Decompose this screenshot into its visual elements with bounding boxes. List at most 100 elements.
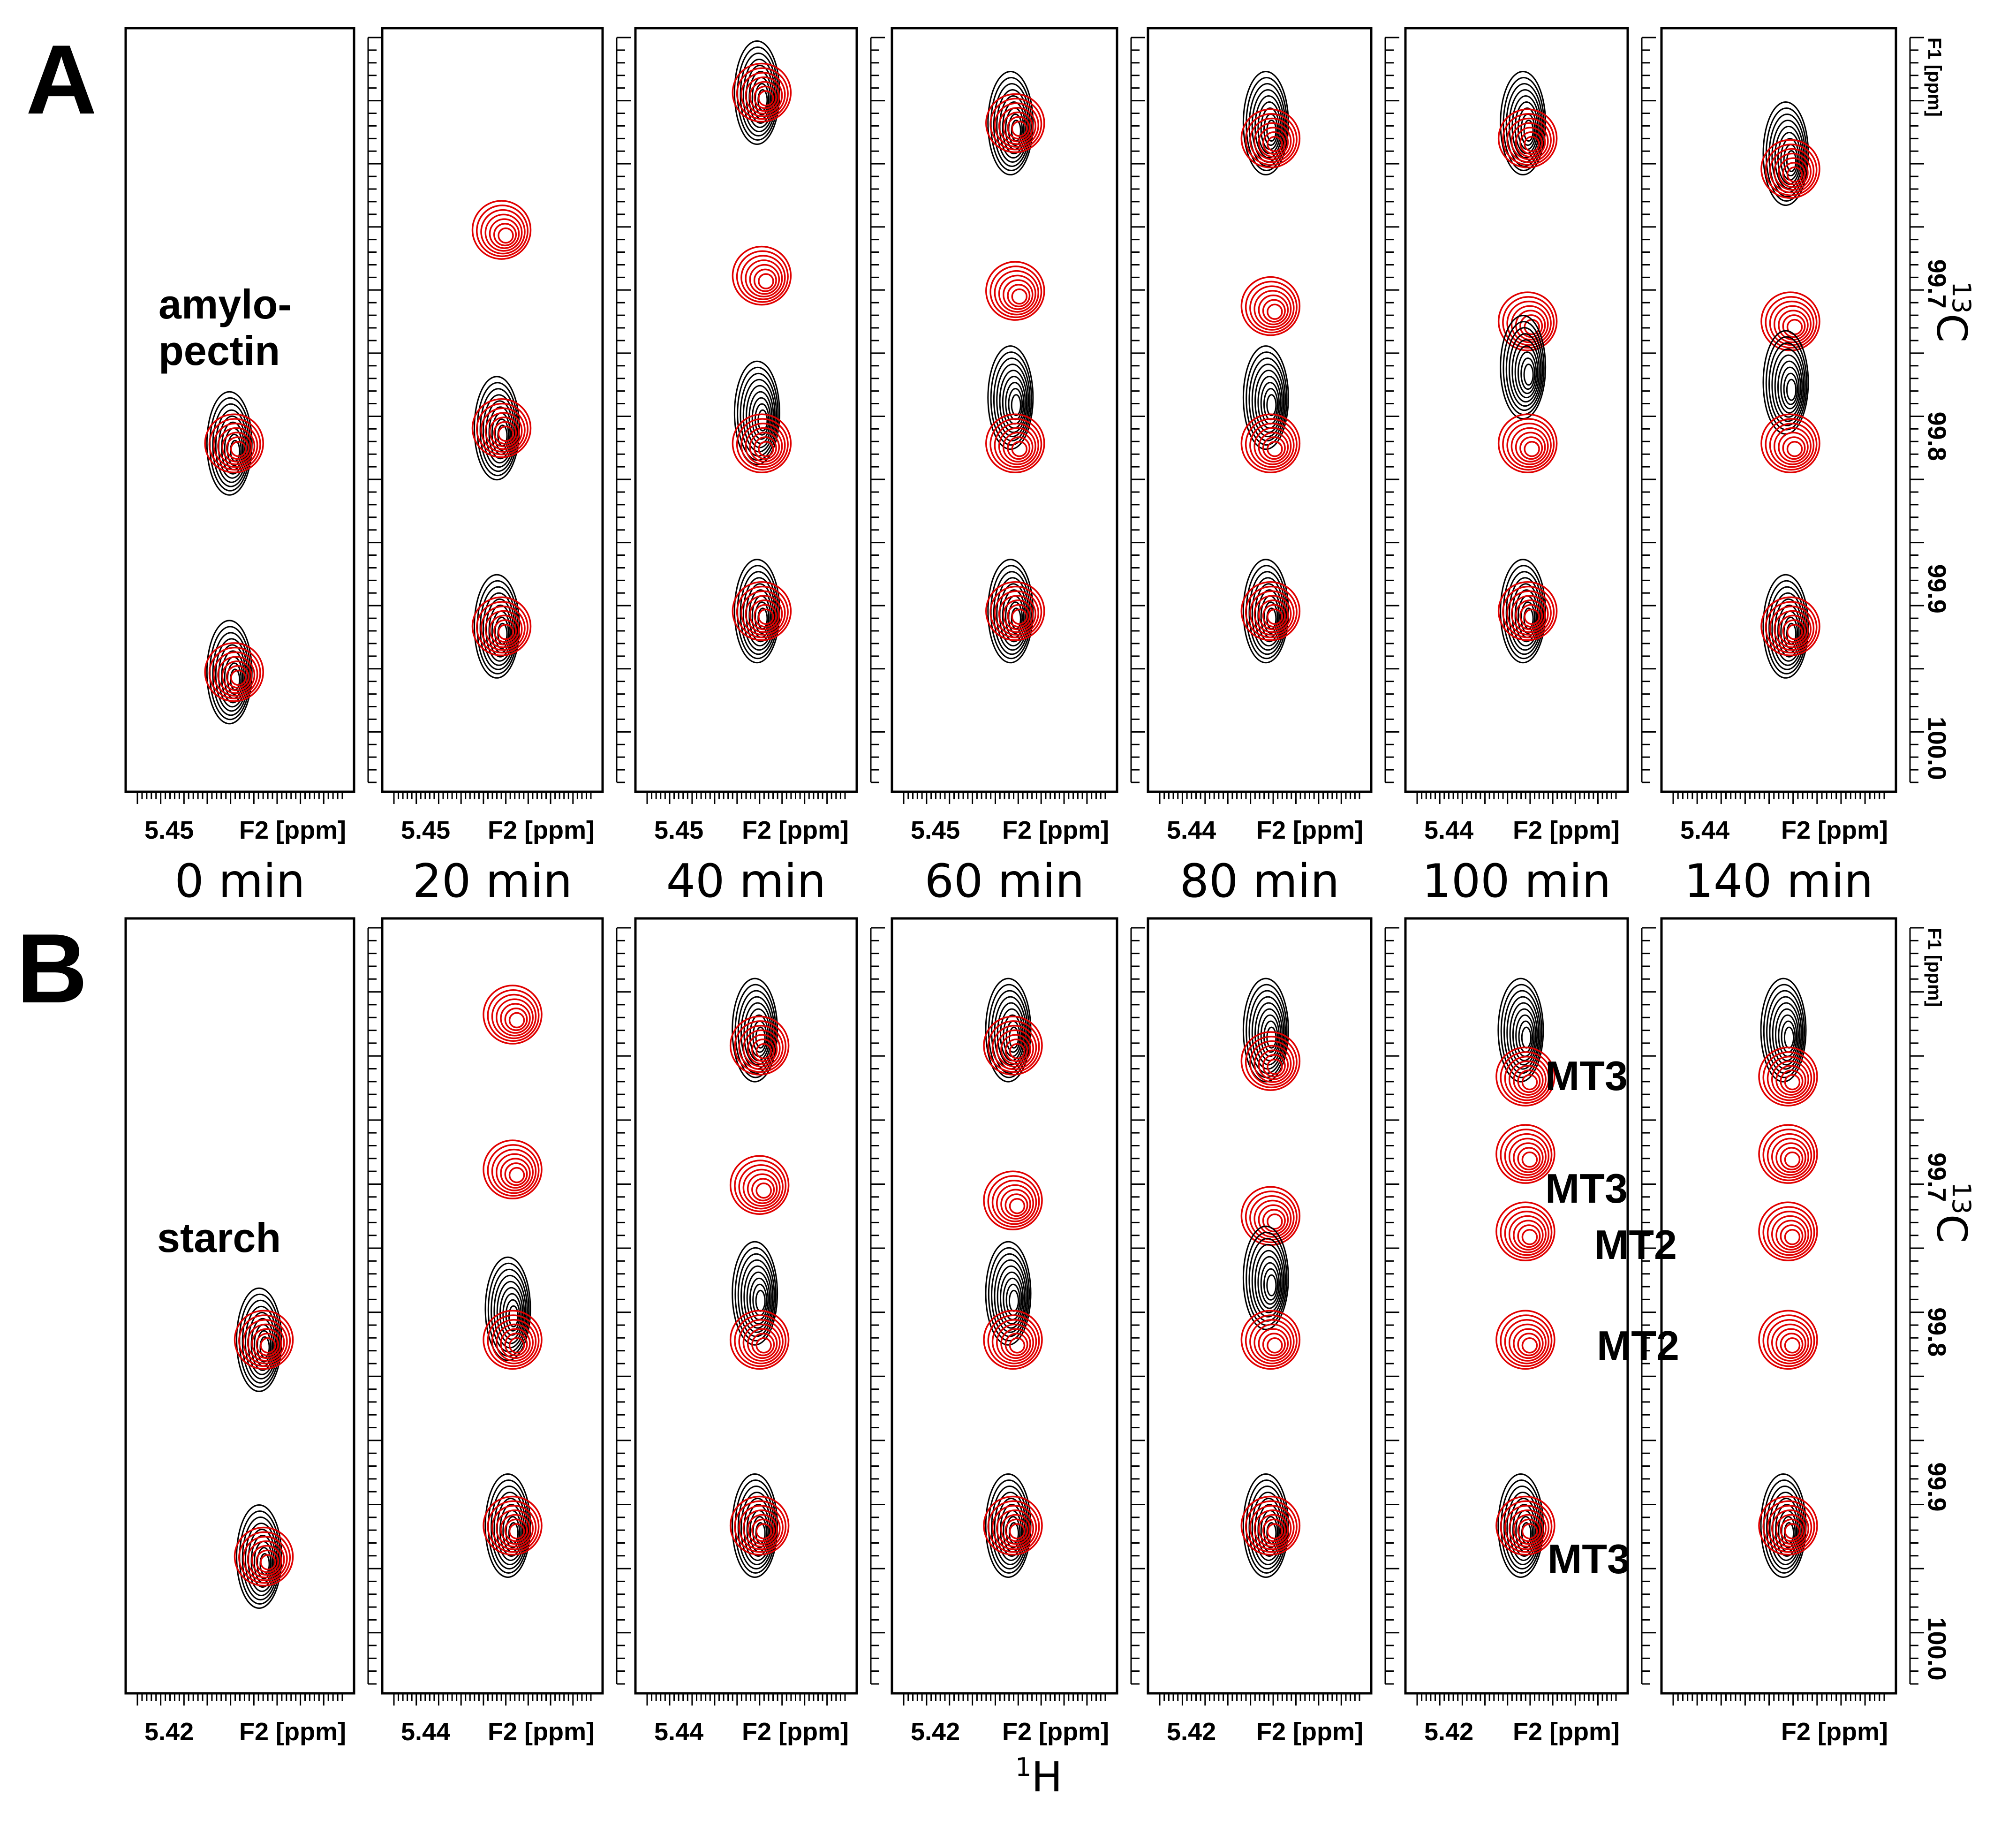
annotation-mt2-upper: MT2 — [1594, 1221, 1677, 1268]
contour-line — [226, 436, 249, 460]
time-label: 140 min — [1684, 855, 1873, 908]
contour-line — [994, 270, 1040, 316]
contour-line — [751, 1178, 775, 1202]
contour-line — [1267, 136, 1283, 152]
contour-line — [1508, 1509, 1547, 1547]
contour-line — [1771, 1137, 1809, 1176]
contour-line — [1249, 285, 1295, 331]
contour-line — [1242, 345, 1289, 450]
contour-line — [1254, 1250, 1283, 1313]
contour-line — [1267, 1523, 1283, 1539]
contour-line — [1760, 139, 1820, 199]
contour-line — [471, 596, 532, 657]
contour-line — [504, 1333, 528, 1357]
contour-line — [500, 1003, 531, 1034]
y-axis-symbol-b: C — [1927, 1214, 1976, 1243]
contour-line — [1253, 1509, 1292, 1547]
contour-line — [1266, 394, 1277, 417]
contour-line — [753, 604, 777, 628]
contour-line — [1262, 131, 1286, 155]
y-tick-label: 99.8 — [1923, 1307, 1951, 1357]
contour-line — [476, 601, 529, 654]
contour-line — [1521, 1074, 1538, 1091]
contour-line — [1762, 1500, 1815, 1553]
contour-line — [230, 440, 247, 457]
contour-line — [1246, 351, 1288, 446]
contour-line — [1780, 1147, 1804, 1171]
contour-line — [496, 998, 534, 1037]
contour-line — [1777, 360, 1801, 414]
contour-line — [1011, 288, 1028, 305]
x-tick-label: 5.44 — [654, 1718, 703, 1746]
row_a-panel-0: 5.45 F2 [ppm] — [124, 27, 382, 844]
peak-red — [985, 413, 1045, 473]
contour-line — [1497, 413, 1558, 473]
panel-frame — [891, 27, 1118, 793]
contour-line — [489, 416, 520, 447]
contour-line — [230, 669, 247, 686]
contour-line — [1262, 1209, 1286, 1233]
contour-line — [1249, 590, 1295, 636]
contour-line — [1762, 574, 1809, 679]
contour-line — [1774, 610, 1812, 648]
contour-line — [1774, 427, 1812, 465]
contour-line — [476, 205, 529, 258]
contour-line — [471, 398, 532, 458]
contour-line — [1251, 1243, 1284, 1318]
peak-red — [983, 1310, 1043, 1370]
contour-line — [1506, 422, 1552, 468]
y-axis-title-a: 13C — [1927, 281, 1976, 342]
contour-line — [1240, 413, 1301, 473]
contour-line — [1506, 300, 1552, 346]
contour-line — [732, 1241, 778, 1346]
contour-line — [1009, 1337, 1026, 1354]
contour-line — [498, 227, 514, 244]
contour-line — [996, 1323, 1034, 1362]
contour-line — [736, 585, 789, 638]
contour-line — [1258, 432, 1289, 462]
contour-line — [1774, 152, 1812, 191]
contour-line — [749, 599, 780, 630]
f2-axis-label: F2 [ppm] — [1513, 1718, 1620, 1746]
contour-line — [1245, 113, 1298, 166]
contour-line — [1007, 116, 1031, 140]
contour-line — [999, 370, 1028, 433]
contour-line — [755, 1523, 772, 1539]
contour-line — [1000, 1271, 1024, 1325]
peak-red — [1495, 1124, 1555, 1184]
peak-red — [234, 1310, 294, 1370]
contour-line — [1009, 1523, 1026, 1539]
contour-line — [1253, 1323, 1292, 1362]
contour-line — [742, 577, 776, 651]
contour-line — [242, 1319, 288, 1365]
contour-line — [740, 255, 786, 300]
contour-line — [1504, 1133, 1550, 1179]
contour-line — [1513, 1142, 1544, 1173]
row_b-y-axis: 99.7 99.8 99.9 100.0 F1 [ppm] — [1923, 928, 1951, 1681]
contour-line — [1782, 162, 1806, 186]
contour-line — [500, 1158, 531, 1189]
y-tick-label: 99.7 — [1923, 1152, 1951, 1202]
panel-frame — [381, 27, 604, 793]
peak-red — [985, 261, 1045, 321]
contour-line — [740, 422, 786, 468]
row_a-panel-2: 5.45 F2 [ppm] — [634, 27, 885, 844]
peak-red — [1497, 413, 1558, 473]
contour-line — [1495, 1046, 1555, 1107]
peak-black — [1762, 330, 1809, 435]
peak-red — [1240, 1495, 1301, 1556]
contour-line — [742, 59, 776, 133]
contour-line — [733, 40, 780, 145]
contour-line — [1758, 1046, 1818, 1107]
contour-line — [989, 265, 1042, 318]
x-axis-symbol: H — [1031, 1753, 1063, 1801]
contour-line — [987, 1500, 1040, 1553]
f2-axis-label: F2 [ppm] — [239, 1718, 346, 1746]
annotation-mt3-upper: MT3 — [1545, 1165, 1628, 1212]
contour-line — [734, 1314, 787, 1367]
row_b-panel-1: 5.44 F2 [ppm] — [381, 917, 631, 1746]
contour-line — [743, 1265, 772, 1329]
contour-line — [1775, 1065, 1806, 1096]
contour-line — [208, 646, 261, 699]
contour-line — [751, 1333, 775, 1357]
